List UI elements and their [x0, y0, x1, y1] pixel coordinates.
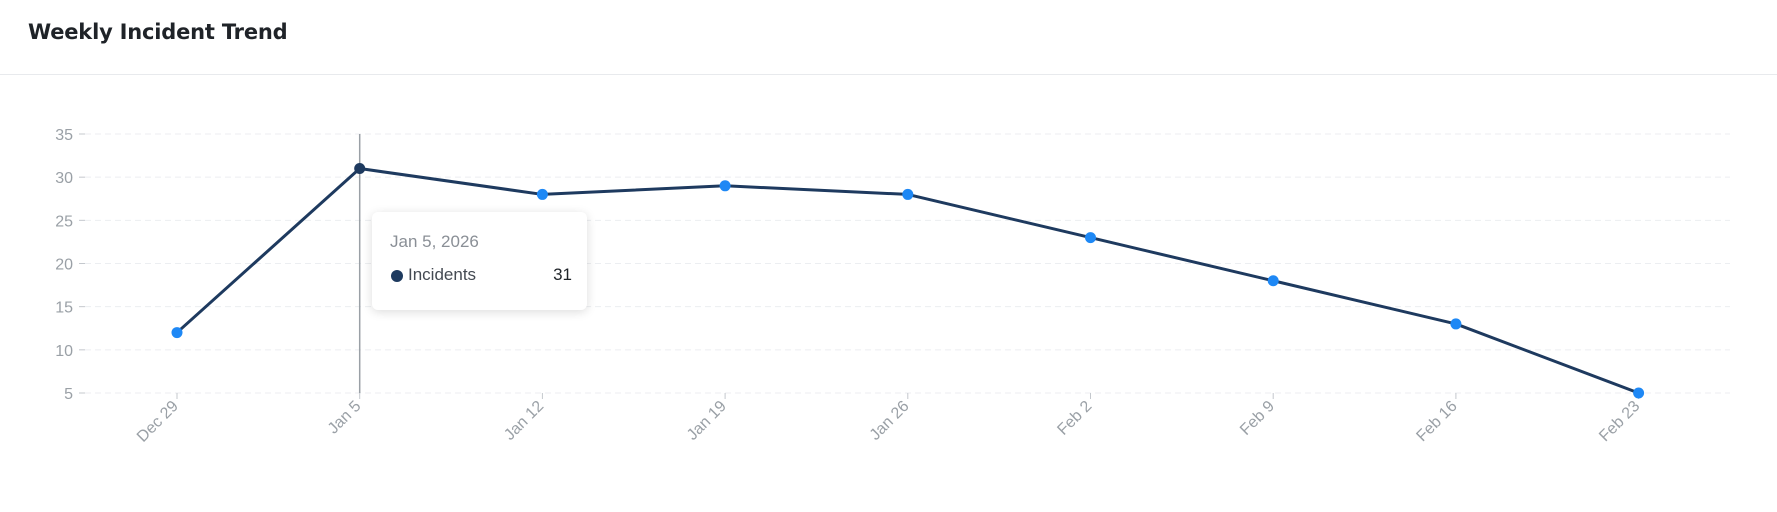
y-tick-label: 15 [55, 300, 73, 317]
x-axis: Dec 29 Jan 5 Jan 12 Jan 19 Jan 26 Feb 2 Feb 9 F… [134, 393, 1644, 446]
data-point [1633, 387, 1645, 399]
y-tick-label: 5 [64, 386, 73, 403]
active-data-point [354, 163, 366, 175]
data-point [719, 180, 731, 192]
y-tick-label: 20 [55, 257, 73, 274]
x-tick-label: Dec 29 [134, 398, 182, 446]
data-point [536, 188, 548, 200]
x-tick-label: Feb 23 [1596, 398, 1643, 445]
x-tick-label: Feb 2 [1054, 398, 1095, 439]
y-axis: 5 10 15 20 25 30 35 [55, 127, 85, 403]
x-tick-label: Feb 9 [1237, 398, 1278, 439]
y-tick-label: 35 [55, 127, 73, 144]
x-tick-label: Feb 16 [1413, 398, 1460, 445]
chart-tooltip: Jan 5, 2026 Incidents 31 [372, 212, 587, 310]
x-tick-label: Jan 26 [867, 398, 913, 444]
data-point [902, 188, 914, 200]
x-tick-label: Jan 19 [684, 398, 730, 444]
tooltip-row: Incidents 31 [390, 265, 572, 287]
tooltip-value: 31 [553, 265, 572, 284]
grid-lines [85, 133, 1730, 394]
y-tick-label: 10 [55, 343, 73, 360]
data-point [1085, 232, 1096, 244]
data-point [1267, 275, 1279, 287]
series-dot-icon [391, 270, 403, 282]
data-point [1450, 318, 1462, 330]
y-tick-label: 25 [55, 213, 73, 230]
x-tick-label: Jan 12 [501, 398, 547, 444]
tooltip-date: Jan 5, 2026 [390, 232, 479, 251]
data-point [171, 327, 183, 339]
card-header: Weekly Incident Trend [0, 0, 1777, 75]
tooltip-series-name: Incidents [408, 265, 477, 284]
chart-title: Weekly Incident Trend [28, 20, 288, 44]
x-tick-label: Jan 5 [325, 398, 365, 438]
y-tick-label: 30 [55, 170, 73, 187]
